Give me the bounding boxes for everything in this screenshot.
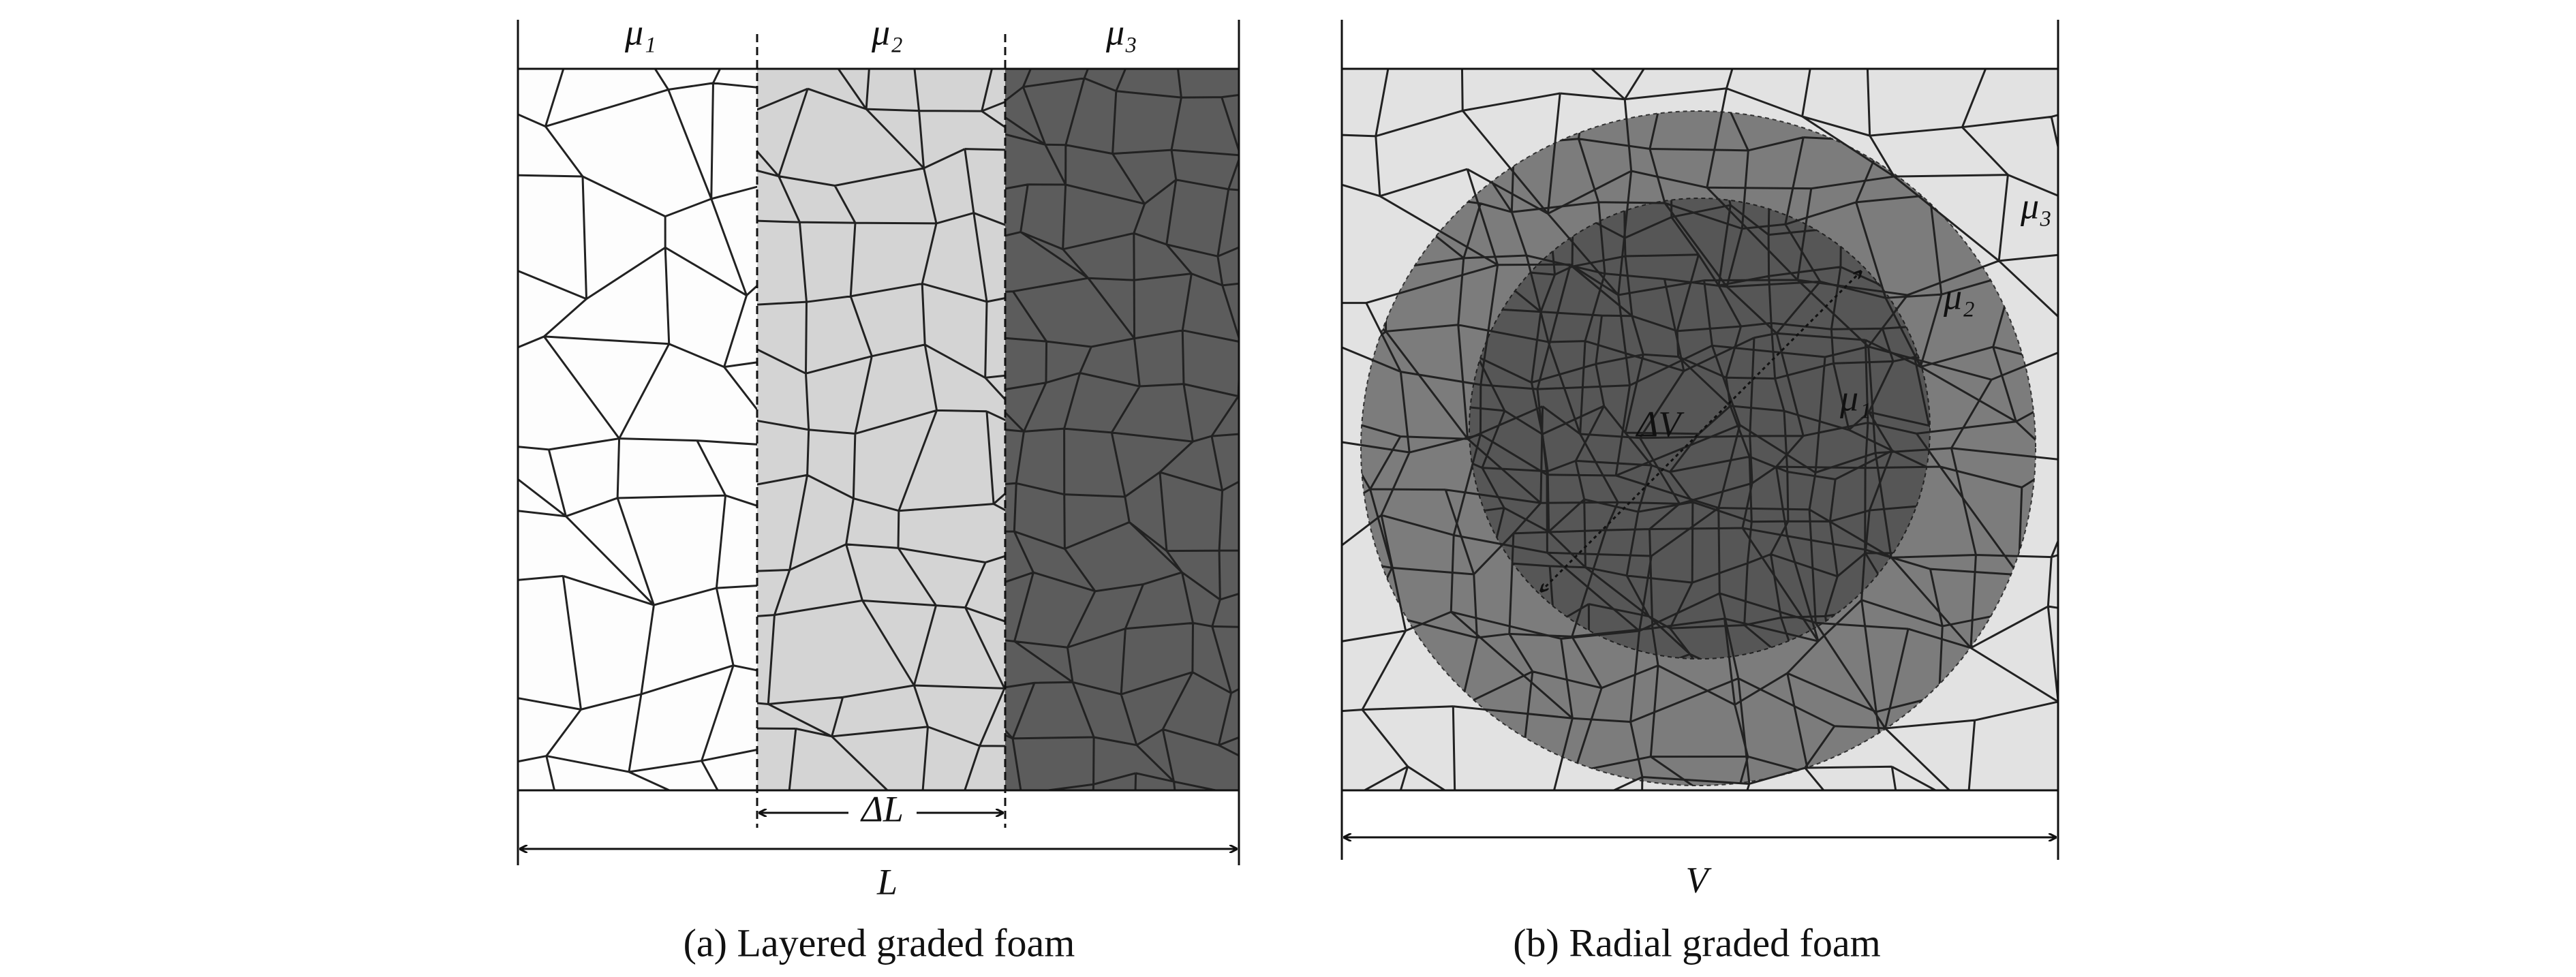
width-label: L: [876, 861, 898, 902]
layer-2: [757, 69, 1005, 790]
cell-mesh: [518, 69, 757, 790]
cell-walls: [1005, 69, 1239, 790]
radius-label: ΔV: [1636, 403, 1685, 444]
ring-label: μ₂: [1943, 276, 1975, 317]
frame-b: [1340, 20, 2059, 860]
layer-label: μ₃: [1105, 12, 1137, 52]
core-label: μ₁: [1839, 377, 1871, 418]
caption: (b) Radial graded foam: [1513, 920, 1881, 965]
cell-walls: [518, 69, 757, 790]
cell-walls: [757, 69, 1005, 790]
layer-label: μ₂: [871, 12, 903, 52]
width-label: V: [1686, 859, 1713, 900]
caption: (a) Layered graded foam: [684, 920, 1075, 965]
cell-mesh: [1005, 69, 1239, 790]
inner-core: [1469, 198, 1931, 660]
outer-label: μ₃: [2020, 185, 2052, 226]
cell-mesh: [757, 69, 1005, 790]
gap-label: ΔL: [860, 788, 904, 829]
label-bg: [848, 794, 917, 832]
frame-a: [517, 20, 1240, 865]
layer-1: [518, 69, 757, 790]
layer-label: μ₁: [624, 12, 656, 52]
